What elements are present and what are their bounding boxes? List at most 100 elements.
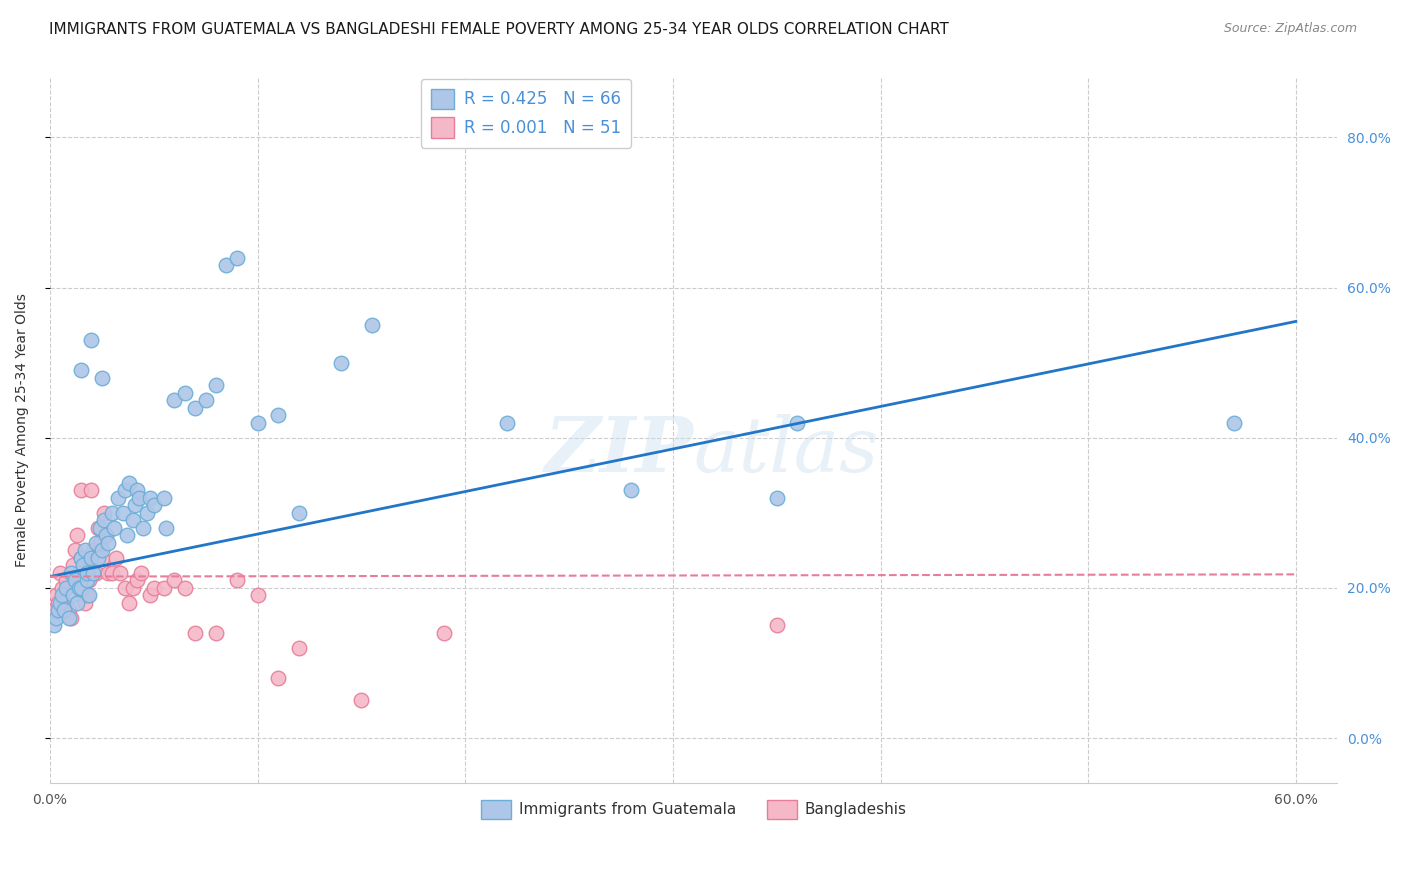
Text: ZIP: ZIP (544, 415, 693, 489)
Point (59, 611, 82, 625)
Point (246, 588, 269, 602)
Point (118, 475, 141, 490)
Point (765, 618, 787, 632)
Point (42, 618, 65, 632)
Point (90, 370, 112, 384)
Point (90, 543, 112, 558)
Point (128, 491, 150, 505)
Point (42, 603, 65, 617)
Point (94, 528, 117, 542)
Point (70, 483, 93, 498)
Point (80, 558, 103, 573)
Point (173, 385, 195, 400)
Point (1222, 416, 1244, 430)
Point (105, 550, 128, 565)
Point (765, 491, 787, 505)
Point (125, 483, 148, 498)
Point (53, 603, 76, 617)
Point (138, 491, 160, 505)
Point (288, 640, 311, 655)
Point (267, 671, 290, 685)
Point (46, 603, 69, 617)
Point (79, 574, 101, 588)
Point (163, 393, 186, 408)
Point (70, 550, 93, 565)
Y-axis label: Female Poverty Among 25-34 Year Olds: Female Poverty Among 25-34 Year Olds (15, 293, 30, 567)
Point (66, 528, 89, 542)
Point (55, 574, 77, 588)
Point (225, 251, 247, 265)
Point (288, 506, 311, 520)
Point (55, 581, 77, 595)
Point (90, 550, 112, 565)
Point (53, 596, 76, 610)
Point (62, 588, 84, 602)
Point (495, 416, 517, 430)
Point (75, 596, 97, 610)
Point (205, 626, 228, 640)
Point (360, 318, 382, 333)
Point (103, 521, 125, 535)
Point (67, 581, 90, 595)
Point (59, 566, 82, 580)
Point (125, 574, 148, 588)
Point (82, 566, 104, 580)
Point (142, 581, 165, 595)
Point (101, 506, 124, 520)
Point (80, 483, 103, 498)
Point (114, 581, 136, 595)
Point (45, 611, 67, 625)
Text: Source: ZipAtlas.com: Source: ZipAtlas.com (1223, 22, 1357, 36)
Point (80, 550, 103, 565)
Point (350, 693, 373, 707)
Point (89, 521, 111, 535)
Point (114, 483, 136, 498)
Point (129, 566, 152, 580)
Point (124, 498, 146, 512)
Point (70, 581, 93, 595)
Point (70, 550, 93, 565)
Point (433, 626, 456, 640)
Point (58, 611, 80, 625)
Point (72, 558, 94, 573)
Point (153, 581, 176, 595)
Point (76, 566, 98, 580)
Point (86, 521, 108, 535)
Point (67, 566, 90, 580)
Point (184, 401, 207, 415)
Point (329, 356, 352, 370)
Point (205, 378, 228, 392)
Point (80, 333, 103, 347)
Point (93, 506, 115, 520)
Point (66, 596, 89, 610)
Point (136, 506, 159, 520)
Point (82, 543, 104, 558)
Point (63, 574, 86, 588)
Point (86, 550, 108, 565)
Legend: Immigrants from Guatemala, Bangladeshis: Immigrants from Guatemala, Bangladeshis (474, 794, 912, 825)
Point (51, 588, 73, 602)
Point (49, 596, 72, 610)
Point (76, 588, 98, 602)
Point (58, 603, 80, 617)
Point (93, 513, 115, 527)
Point (142, 498, 165, 512)
Point (45, 588, 67, 602)
Point (76, 574, 98, 588)
Point (122, 513, 145, 527)
Point (246, 416, 269, 430)
Point (107, 491, 129, 505)
Point (46, 596, 69, 610)
Point (225, 574, 247, 588)
Point (163, 574, 186, 588)
Point (72, 581, 94, 595)
Point (63, 543, 86, 558)
Point (51, 581, 73, 595)
Point (115, 528, 138, 542)
Point (62, 558, 84, 573)
Point (215, 258, 238, 272)
Point (132, 521, 155, 535)
Point (84, 536, 107, 550)
Point (97, 536, 120, 550)
Point (194, 393, 217, 408)
